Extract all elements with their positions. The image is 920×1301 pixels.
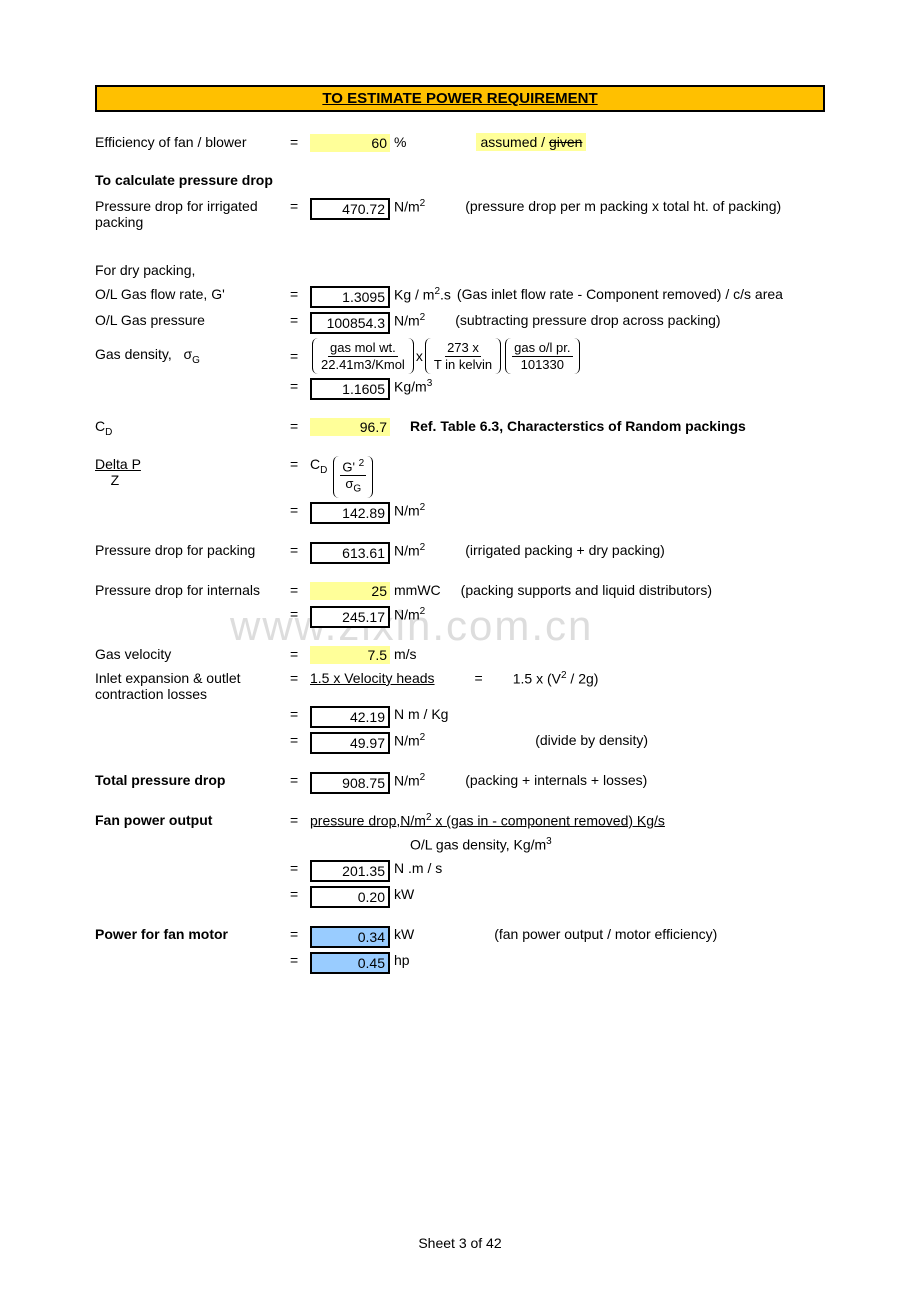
efficiency-note: assumed / given <box>476 134 586 150</box>
gas-vel-label: Gas velocity <box>95 646 290 662</box>
dry-label: For dry packing, <box>95 262 290 278</box>
pd-irrigated-value: 470.72 <box>310 198 390 220</box>
inlet-exp-note2: (divide by density) <box>535 732 648 748</box>
pd-packing-value: 613.61 <box>310 542 390 564</box>
fan-power-val2: 0.20 <box>310 886 390 908</box>
inlet-exp-val2: 49.97 <box>310 732 390 754</box>
gas-density-value: 1.1605 <box>310 378 390 400</box>
gas-vel-value: 7.5 <box>310 646 390 664</box>
ol-flow-note: (Gas inlet flow rate - Component removed… <box>457 286 783 302</box>
ol-press-note: (subtracting pressure drop across packin… <box>455 312 720 328</box>
delta-p-unit: N/m2 <box>394 502 425 519</box>
delta-p-value: 142.89 <box>310 502 390 524</box>
pd-irrigated-label: Pressure drop for irrigated packing <box>95 198 290 230</box>
ol-flow-value: 1.3095 <box>310 286 390 308</box>
cd-note: Ref. Table 6.3, Characterstics of Random… <box>410 418 746 434</box>
ol-press-unit: N/m2 <box>394 312 425 329</box>
motor-power-note: (fan power output / motor efficiency) <box>494 926 717 942</box>
total-pd-label: Total pressure drop <box>95 772 290 788</box>
delta-p-label: Delta P Z <box>95 456 290 488</box>
pd-internals-value2: 245.17 <box>310 606 390 628</box>
fan-power-formula-top: pressure drop,N/m2 x (gas in - component… <box>310 812 665 829</box>
fan-power-label: Fan power output <box>95 812 290 828</box>
deltap-formula: G' 2 σG <box>333 456 373 498</box>
fan-power-val1: 201.35 <box>310 860 390 882</box>
page-footer: Sheet 3 of 42 <box>0 1235 920 1251</box>
section-calc: To calculate pressure drop <box>95 172 825 188</box>
motor-power-val1: 0.34 <box>310 926 390 948</box>
page-content: TO ESTIMATE POWER REQUIREMENT Efficiency… <box>0 0 920 974</box>
formula-pr: gas o/l pr.101330 <box>505 338 579 374</box>
total-pd-note: (packing + internals + losses) <box>465 772 647 788</box>
pd-internals-label: Pressure drop for internals <box>95 582 290 598</box>
title-bar: TO ESTIMATE POWER REQUIREMENT <box>95 85 825 112</box>
efficiency-unit: % <box>394 134 406 150</box>
inlet-exp-val1: 42.19 <box>310 706 390 728</box>
efficiency-label: Efficiency of fan / blower <box>95 134 290 150</box>
pd-irrigated-unit: N/m2 <box>394 198 425 215</box>
inlet-exp-line1: 1.5 x Velocity heads <box>310 670 435 686</box>
efficiency-value: 60 <box>310 134 390 152</box>
motor-power-label: Power for fan motor <box>95 926 290 942</box>
pd-packing-label: Pressure drop for packing <box>95 542 290 558</box>
formula-temp: 273 xT in kelvin <box>425 338 501 374</box>
pd-internals-value1: 25 <box>310 582 390 600</box>
motor-power-val2: 0.45 <box>310 952 390 974</box>
cd-label: CD <box>95 418 290 438</box>
gas-density-label: Gas density, σG <box>95 346 290 366</box>
gas-density-unit: Kg/m3 <box>394 378 432 395</box>
ol-flow-label: O/L Gas flow rate, G' <box>95 286 290 302</box>
pd-irrigated-note: (pressure drop per m packing x total ht.… <box>465 198 781 214</box>
fan-power-formula-bot: O/L gas density, Kg/m3 <box>410 836 552 853</box>
equals: = <box>290 134 310 150</box>
cd-value: 96.7 <box>310 418 390 436</box>
ol-press-value: 100854.3 <box>310 312 390 334</box>
ol-press-label: O/L Gas pressure <box>95 312 290 328</box>
ol-flow-unit: Kg / m2.s <box>394 286 451 303</box>
pd-internals-note: (packing supports and liquid distributor… <box>461 582 712 598</box>
formula-molwt: gas mol wt.22.41m3/Kmol <box>312 338 414 374</box>
pd-packing-note: (irrigated packing + dry packing) <box>465 542 665 558</box>
inlet-exp-label: Inlet expansion & outlet contraction los… <box>95 670 290 702</box>
total-pd-value: 908.75 <box>310 772 390 794</box>
